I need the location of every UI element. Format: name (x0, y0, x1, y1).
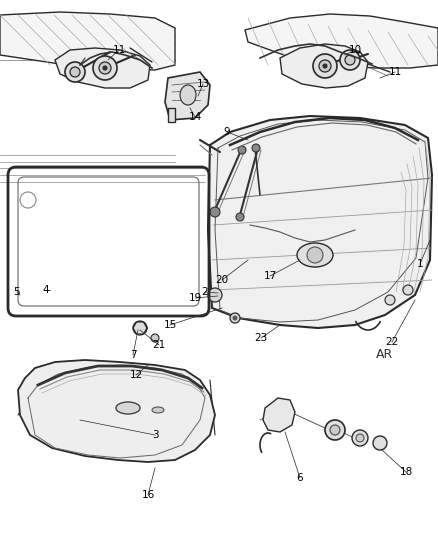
Ellipse shape (65, 62, 85, 82)
Ellipse shape (297, 243, 333, 267)
Text: 23: 23 (254, 333, 268, 343)
Ellipse shape (356, 434, 364, 442)
Text: 2: 2 (201, 287, 208, 297)
Ellipse shape (70, 67, 80, 77)
Text: 14: 14 (188, 112, 201, 122)
Text: 4: 4 (42, 285, 49, 295)
Text: 6: 6 (297, 473, 303, 483)
Ellipse shape (325, 420, 345, 440)
Text: 3: 3 (152, 430, 158, 440)
Text: 11: 11 (389, 67, 402, 77)
Polygon shape (168, 108, 175, 122)
Ellipse shape (133, 321, 147, 335)
Ellipse shape (373, 436, 387, 450)
Polygon shape (18, 360, 215, 462)
Text: 10: 10 (349, 45, 361, 55)
Text: 22: 22 (385, 337, 399, 347)
Polygon shape (208, 116, 432, 328)
Polygon shape (0, 12, 175, 70)
Polygon shape (165, 72, 210, 120)
Ellipse shape (180, 85, 196, 105)
Text: 18: 18 (399, 467, 413, 477)
Text: 20: 20 (215, 275, 229, 285)
Text: 19: 19 (188, 293, 201, 303)
Ellipse shape (352, 430, 368, 446)
Polygon shape (263, 398, 295, 432)
Polygon shape (280, 44, 368, 88)
Ellipse shape (252, 144, 260, 152)
Text: 21: 21 (152, 340, 166, 350)
Ellipse shape (208, 288, 222, 302)
Ellipse shape (236, 213, 244, 221)
Text: 12: 12 (129, 370, 143, 380)
Ellipse shape (230, 313, 240, 323)
Ellipse shape (307, 247, 323, 263)
Ellipse shape (403, 285, 413, 295)
Ellipse shape (152, 407, 164, 413)
Ellipse shape (330, 425, 340, 435)
Ellipse shape (151, 334, 159, 342)
Text: 5: 5 (14, 287, 20, 297)
Ellipse shape (340, 50, 360, 70)
Ellipse shape (103, 66, 107, 70)
Ellipse shape (233, 316, 237, 320)
Text: 11: 11 (113, 45, 126, 55)
Ellipse shape (345, 55, 355, 65)
Polygon shape (245, 14, 438, 68)
Ellipse shape (319, 60, 331, 72)
Text: 16: 16 (141, 490, 155, 500)
Text: 17: 17 (263, 271, 277, 281)
Ellipse shape (116, 402, 140, 414)
Text: 7: 7 (130, 350, 136, 360)
Polygon shape (55, 48, 150, 88)
Text: AR: AR (376, 349, 394, 361)
Ellipse shape (238, 146, 246, 154)
Ellipse shape (210, 207, 220, 217)
Ellipse shape (93, 56, 117, 80)
Ellipse shape (385, 295, 395, 305)
Ellipse shape (99, 62, 111, 74)
Text: 9: 9 (224, 127, 230, 137)
Text: 13: 13 (196, 79, 210, 89)
Ellipse shape (313, 54, 337, 78)
Text: 1: 1 (417, 259, 423, 269)
Ellipse shape (323, 64, 327, 68)
Text: 15: 15 (163, 320, 177, 330)
